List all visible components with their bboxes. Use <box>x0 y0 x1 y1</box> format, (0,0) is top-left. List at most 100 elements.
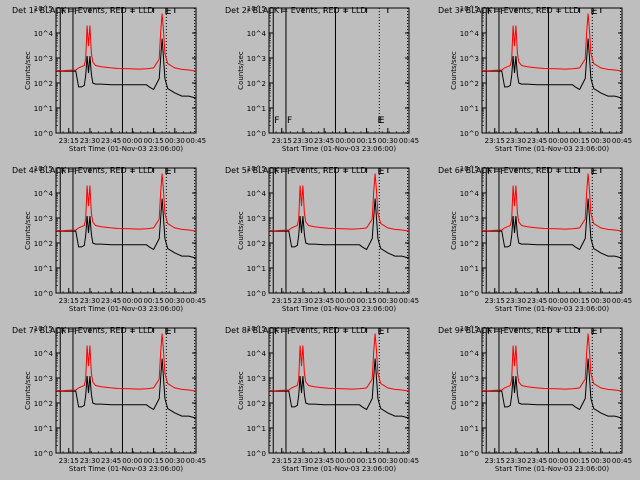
y-tick-label: 10^4 <box>34 350 54 358</box>
panel-title: Det 1r BLACK = Events, RED = LLD <box>12 6 154 15</box>
y-tick-label: 10^0 <box>460 450 479 458</box>
x-tick-label: 23:15 <box>272 297 292 305</box>
y-tick-label: 10^3 <box>34 215 53 223</box>
x-tick-label: 00:15 <box>143 137 163 145</box>
y-tick-label: 10^0 <box>247 290 266 298</box>
y-tick-label: 10^1 <box>34 265 53 273</box>
y-tick-label: 10^3 <box>460 55 479 63</box>
y-axis-label: Counts/sec <box>450 51 458 90</box>
panel-title: Det 5r BLACK = Events, RED = LLD <box>225 166 367 175</box>
marker-letter: E <box>164 167 170 177</box>
y-tick-label: 10^2 <box>247 80 266 88</box>
marker-letter: E <box>379 116 385 126</box>
marker-letter: F <box>74 327 79 337</box>
y-tick-label: 10^1 <box>34 425 53 433</box>
y-tick-label: 10^2 <box>34 240 53 248</box>
y-axis-label: Counts/sec <box>24 371 32 410</box>
y-tick-label: 10^5 <box>247 165 266 173</box>
panel-det-4: Det 4r BLACK = Events, RED = LLD 10^0 10^1… <box>12 165 206 313</box>
y-tick-label: 10^5 <box>34 325 53 333</box>
plot-frame <box>55 167 197 294</box>
y-tick-label: 10^3 <box>247 55 266 63</box>
y-tick-label: 10^0 <box>460 290 479 298</box>
y-tick-label: 10^4 <box>247 350 267 358</box>
x-tick-label: 23:15 <box>485 457 505 465</box>
x-tick-label: 23:30 <box>506 457 526 465</box>
marker-letter: F <box>287 167 292 177</box>
y-tick-label: 10^1 <box>460 265 479 273</box>
x-tick-label: 00:00 <box>548 137 568 145</box>
x-tick-label: 23:45 <box>101 137 121 145</box>
x-tick-label: 00:45 <box>612 137 632 145</box>
x-tick-label: 23:15 <box>272 137 292 145</box>
x-tick-label: 00:45 <box>186 297 206 305</box>
series-lld <box>268 173 410 232</box>
marker-letter: F <box>487 167 492 177</box>
y-tick-label: 10^0 <box>247 450 266 458</box>
x-tick-label: 00:15 <box>143 457 163 465</box>
x-tick-label: 00:15 <box>356 457 376 465</box>
series-lld <box>481 13 623 72</box>
plot-frame <box>481 167 623 294</box>
x-axis-label: Start Time (01-Nov-03 23:06:00) <box>282 145 396 153</box>
x-tick-label: 00:00 <box>335 137 355 145</box>
y-tick-label: 10^3 <box>247 215 266 223</box>
y-tick-label: 10^1 <box>247 265 266 273</box>
marker-letter: E <box>592 7 598 17</box>
x-tick-label: 00:30 <box>165 137 185 145</box>
panel-det-6: Det 6r BLACK = Events, RED = LLD 10^0 10^1… <box>438 165 632 313</box>
plot-frame <box>268 167 410 294</box>
x-tick-label: 00:00 <box>548 457 568 465</box>
x-tick-label: 23:15 <box>59 457 79 465</box>
x-tick-label: 23:45 <box>314 297 334 305</box>
y-tick-label: 10^5 <box>460 5 479 13</box>
marker-letter: E <box>166 327 172 337</box>
y-tick-label: 10^3 <box>34 55 53 63</box>
y-tick-label: 10^3 <box>460 215 479 223</box>
series-events <box>482 358 623 419</box>
y-tick-label: 10^3 <box>460 375 479 383</box>
marker-letter: F <box>74 167 79 177</box>
marker-letter: E <box>377 116 383 126</box>
panel-det-7: Det 7r BLACK = Events, RED = LLD 10^0 10^1… <box>12 325 206 473</box>
marker-letter: F <box>287 327 292 337</box>
series-lld <box>55 173 197 232</box>
x-tick-label: 00:45 <box>186 457 206 465</box>
y-tick-label: 10^1 <box>247 105 266 113</box>
x-axis-label: Start Time (01-Nov-03 23:06:00) <box>69 145 183 153</box>
marker-letter: E <box>379 327 385 337</box>
series-lld <box>55 333 197 392</box>
y-tick-label: 10^4 <box>247 30 267 38</box>
x-axis-label: Start Time (01-Nov-03 23:06:00) <box>282 305 396 313</box>
x-tick-label: 23:30 <box>80 137 100 145</box>
x-tick-label: 00:00 <box>335 457 355 465</box>
marker-letter: E <box>379 167 385 177</box>
y-axis-label: Counts/sec <box>450 371 458 410</box>
x-tick-label: 00:00 <box>122 297 142 305</box>
plot-frame <box>268 7 410 134</box>
panel-title: Det 8r BLACK = Events, RED = LLD <box>225 326 367 335</box>
series-events <box>56 358 197 419</box>
marker-letter: E <box>166 7 172 17</box>
panel-det-3: Det 3r BLACK = Events, RED = LLD 10^0 10^1… <box>438 5 632 153</box>
x-tick-label: 00:15 <box>569 297 589 305</box>
x-axis-label: Start Time (01-Nov-03 23:06:00) <box>69 305 183 313</box>
x-tick-label: 23:15 <box>485 137 505 145</box>
x-tick-label: 23:30 <box>506 297 526 305</box>
x-tick-label: 00:45 <box>399 457 419 465</box>
x-axis-label: Start Time (01-Nov-03 23:06:00) <box>495 305 609 313</box>
x-tick-label: 00:30 <box>378 457 398 465</box>
marker-letter: F <box>61 167 66 177</box>
plot-frame <box>55 327 197 454</box>
y-tick-label: 10^5 <box>460 165 479 173</box>
y-tick-label: 10^2 <box>460 400 479 408</box>
plot-frame <box>481 7 623 134</box>
y-tick-label: 10^4 <box>34 190 54 198</box>
marker-letter: F <box>487 7 492 17</box>
x-tick-label: 23:45 <box>314 137 334 145</box>
y-tick-label: 10^1 <box>247 425 266 433</box>
y-tick-label: 10^0 <box>460 130 479 138</box>
y-tick-label: 10^2 <box>247 400 266 408</box>
series-events <box>269 198 410 259</box>
